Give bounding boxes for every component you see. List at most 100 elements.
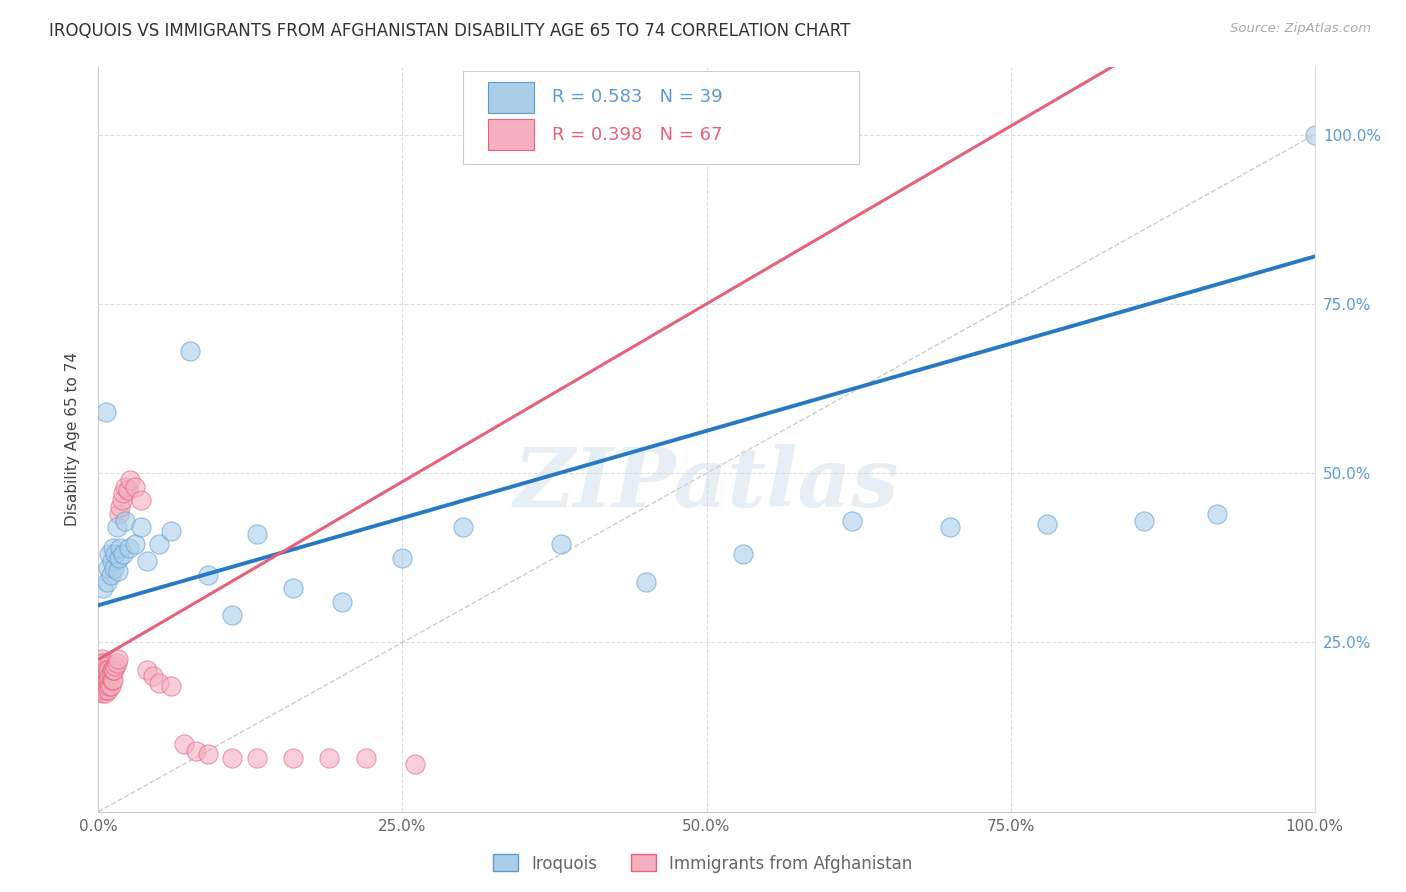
Point: [160, 680, 183, 694]
Point: [91, 659, 114, 673]
Point: [105, 520, 128, 534]
Point: [160, 524, 183, 538]
Point: [221, 608, 243, 623]
Text: ZIPatlas: ZIPatlas: [513, 444, 900, 524]
Point: [101, 554, 124, 568]
Point: [142, 669, 165, 683]
Point: [124, 537, 146, 551]
Point: [91, 682, 114, 697]
Point: [96, 665, 118, 680]
Point: [129, 493, 152, 508]
Point: [245, 750, 267, 764]
Point: [91, 686, 114, 700]
Point: [245, 527, 267, 541]
Point: [93, 686, 115, 700]
Point: [391, 550, 413, 565]
FancyBboxPatch shape: [488, 119, 534, 151]
Point: [110, 493, 132, 508]
Point: [118, 541, 141, 555]
Point: [94, 405, 117, 419]
Point: [93, 673, 115, 687]
Legend: Iroquois, Immigrants from Afghanistan: Iroquois, Immigrants from Afghanistan: [486, 847, 920, 880]
Point: [91, 663, 114, 677]
Point: [97, 663, 120, 677]
Point: [91, 582, 114, 596]
Point: [197, 567, 219, 582]
Point: [91, 669, 114, 683]
Point: [107, 565, 129, 579]
Point: [281, 582, 304, 596]
Point: [93, 659, 115, 673]
Point: [550, 537, 572, 551]
Point: [96, 673, 118, 687]
Point: [97, 682, 120, 697]
Point: [104, 659, 127, 673]
Point: [110, 541, 132, 555]
Point: [93, 665, 115, 680]
Point: [1036, 516, 1059, 531]
Point: [136, 663, 159, 677]
Point: [281, 750, 304, 764]
Point: [100, 680, 122, 694]
Point: [90, 682, 112, 697]
Point: [939, 520, 962, 534]
Point: [221, 750, 243, 764]
Point: [98, 680, 121, 694]
Point: [97, 673, 120, 687]
Point: [148, 537, 170, 551]
Point: [101, 673, 124, 687]
FancyBboxPatch shape: [488, 82, 534, 113]
Point: [1303, 128, 1326, 142]
Point: [90, 659, 112, 673]
Point: [89, 669, 111, 683]
Point: [318, 750, 340, 764]
Point: [179, 344, 201, 359]
Point: [117, 483, 139, 497]
Point: [110, 500, 132, 514]
Point: [101, 663, 124, 677]
Point: [330, 595, 353, 609]
Point: [111, 486, 134, 500]
Point: [101, 541, 124, 555]
Point: [89, 656, 111, 670]
Point: [404, 757, 426, 772]
Point: [453, 520, 475, 534]
Point: [107, 652, 129, 666]
Point: [98, 669, 121, 683]
Point: [108, 507, 131, 521]
Point: [91, 676, 114, 690]
Point: [105, 656, 128, 670]
Point: [118, 473, 141, 487]
Point: [1206, 507, 1229, 521]
Point: [89, 659, 111, 673]
FancyBboxPatch shape: [464, 70, 859, 164]
Point: [103, 561, 125, 575]
Point: [94, 669, 117, 683]
Point: [96, 574, 118, 589]
Point: [103, 663, 125, 677]
Text: Source: ZipAtlas.com: Source: ZipAtlas.com: [1230, 22, 1371, 36]
Point: [108, 550, 131, 565]
Point: [91, 673, 114, 687]
Point: [114, 480, 136, 494]
Point: [111, 548, 134, 562]
Y-axis label: Disability Age 65 to 74: Disability Age 65 to 74: [65, 352, 80, 526]
Point: [100, 665, 122, 680]
Point: [184, 744, 207, 758]
Point: [91, 680, 114, 694]
Point: [94, 663, 117, 677]
Point: [94, 676, 117, 690]
Point: [96, 680, 118, 694]
Point: [841, 514, 863, 528]
Point: [101, 673, 124, 687]
Point: [354, 750, 377, 764]
Point: [731, 548, 754, 562]
Text: R = 0.583   N = 39: R = 0.583 N = 39: [553, 88, 723, 106]
Point: [97, 561, 120, 575]
Point: [104, 548, 127, 562]
Point: [90, 665, 112, 680]
Point: [197, 747, 219, 761]
Point: [173, 737, 195, 751]
Point: [114, 514, 136, 528]
Point: [94, 682, 117, 697]
